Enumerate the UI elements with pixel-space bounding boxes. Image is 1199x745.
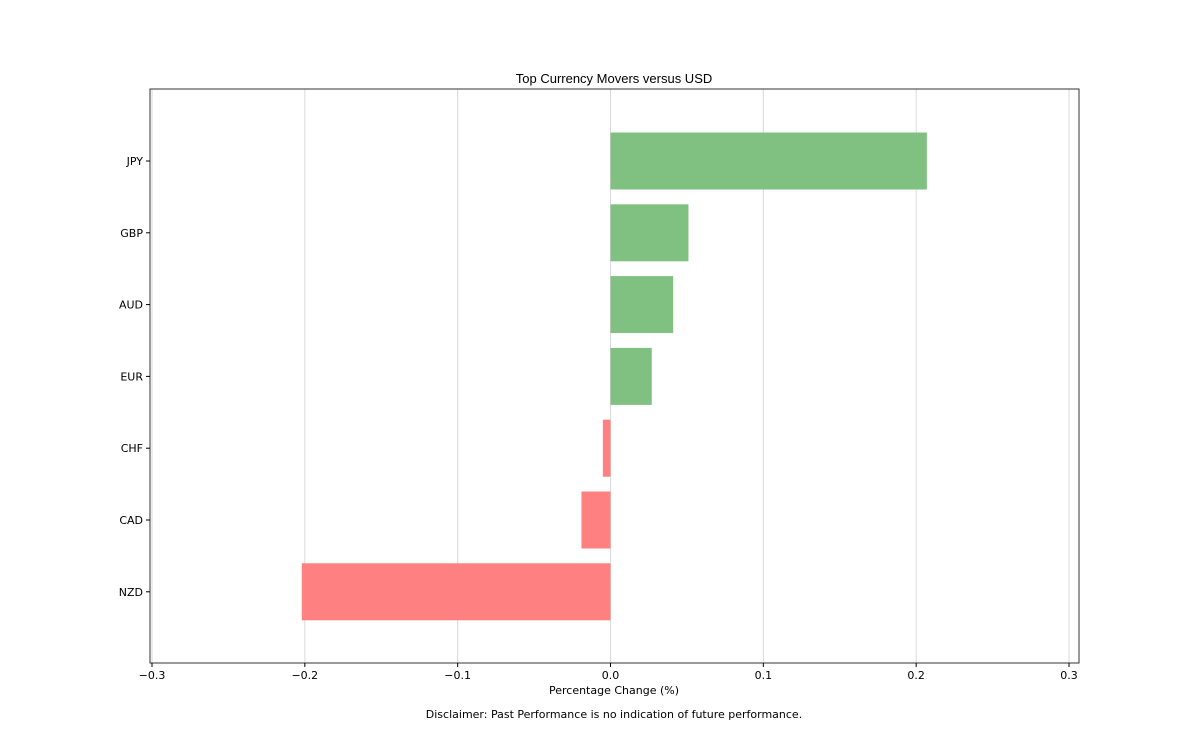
y-tick-label: AUD — [119, 299, 143, 312]
y-tick-label: CAD — [119, 514, 143, 527]
x-tick-label: −0.3 — [139, 669, 166, 682]
x-axis-label: Percentage Change (%) — [549, 684, 679, 697]
x-tick-label: −0.1 — [444, 669, 471, 682]
x-tick-label: 0.3 — [1060, 669, 1078, 682]
bar-eur — [610, 347, 652, 405]
y-tick-label: CHF — [121, 442, 143, 455]
y-tick-label: NZD — [119, 586, 143, 599]
x-axis: −0.3 −0.2 −0.1 0.0 0.1 0.2 0.3 — [139, 663, 1078, 682]
x-tick-label: −0.2 — [291, 669, 318, 682]
chart-title: Top Currency Movers versus USD — [516, 71, 713, 86]
bar-jpy — [610, 132, 927, 190]
bar-aud — [610, 276, 674, 334]
bar-chf — [602, 419, 611, 477]
y-tick-label: GBP — [120, 227, 143, 240]
x-tick-label: 0.0 — [602, 669, 620, 682]
bar-nzd — [301, 563, 611, 621]
bar-gbp — [610, 204, 689, 262]
bar-cad — [581, 491, 611, 549]
x-tick-label: 0.2 — [907, 669, 925, 682]
disclaimer-text: Disclaimer: Past Performance is no indic… — [426, 708, 802, 721]
bars — [301, 132, 927, 621]
y-tick-label: JPY — [126, 155, 144, 168]
x-tick-label: 0.1 — [755, 669, 773, 682]
y-tick-label: EUR — [120, 370, 143, 383]
y-axis: JPY GBP AUD EUR CHF CAD NZD — [119, 155, 150, 599]
